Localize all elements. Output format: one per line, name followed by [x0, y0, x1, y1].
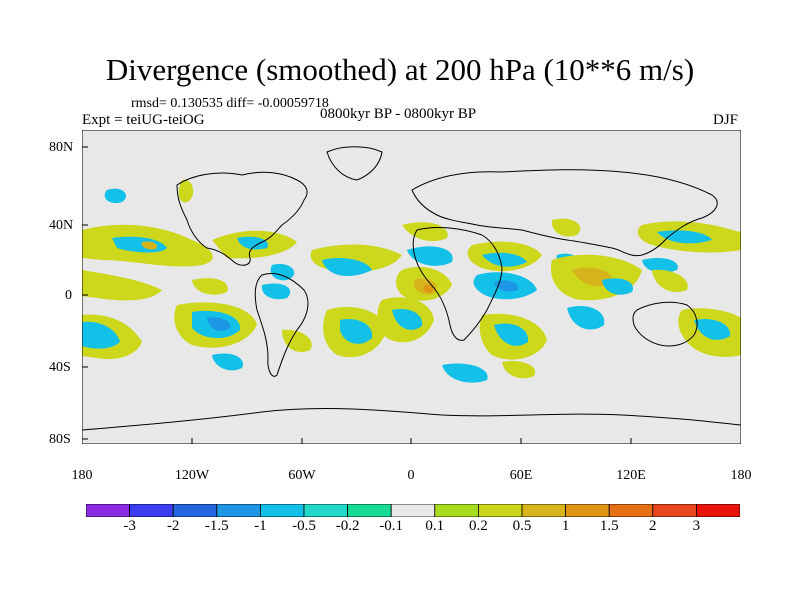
positive-anomaly-region: [282, 329, 312, 352]
lon-label-180w: 180: [71, 468, 93, 483]
colorbar-label: 1.5: [599, 518, 619, 534]
season-label: DJF: [712, 112, 738, 128]
colorbar-label: 0.2: [469, 518, 488, 534]
experiment-label: Expt = teiUG-teiOG: [82, 112, 205, 128]
negative-anomaly-region: [82, 321, 120, 349]
colorbar-label: 1: [561, 518, 570, 534]
eurasia-coastline: [411, 169, 718, 257]
positive-anomaly-region: [141, 241, 158, 250]
stats-label: rmsd= 0.130535 diff= -0.00059718: [131, 96, 329, 111]
negative-anomaly-region: [104, 188, 127, 204]
colorbar-swatch: [608, 504, 654, 517]
lon-label-60w: 60W: [288, 468, 316, 483]
negative-anomaly-region: [212, 353, 243, 371]
colorbar-label: 2: [649, 518, 657, 534]
negative-anomaly-region: [237, 236, 268, 250]
negative-anomaly-region: [392, 308, 423, 330]
colorbar-label: -3: [123, 518, 136, 534]
africa-coastline: [412, 227, 503, 341]
positive-anomaly-region: [178, 179, 194, 203]
positive-anomaly-region: [502, 360, 536, 379]
colorbar-swatch: [86, 504, 130, 517]
lat-label-0: 0: [65, 288, 72, 303]
colorbar-label: -0.2: [335, 518, 360, 534]
colorbar: [86, 504, 740, 517]
colorbar-swatch: [565, 504, 610, 517]
colorbar-label: -1.5: [204, 518, 229, 534]
positive-anomaly-region: [551, 218, 581, 237]
negative-anomaly-region: [694, 318, 731, 340]
colorbar-label: -0.5: [292, 518, 316, 534]
lon-label-60e: 60E: [509, 468, 533, 483]
antarctica-coastline: [82, 408, 741, 431]
positive-anomaly-region: [423, 284, 433, 293]
negative-anomaly-region: [567, 305, 605, 330]
north-america-coastline: [176, 171, 308, 266]
colorbar-swatch: [129, 504, 174, 517]
negative-anomaly-region: [482, 252, 527, 267]
colorbar-swatch: [216, 504, 261, 517]
negative-anomaly-region: [407, 246, 453, 266]
australia-coastline: [632, 301, 698, 347]
colorbar-label: 0.1: [425, 518, 445, 534]
divergence-field: [82, 179, 741, 383]
positive-anomaly-region: [652, 269, 688, 292]
colorbar-swatch: [434, 504, 479, 517]
lon-label-120w: 120W: [174, 468, 210, 483]
colorbar-label: 0.5: [512, 518, 532, 534]
negative-anomaly-region: [642, 258, 678, 273]
colorbar-swatch: [521, 504, 566, 517]
plot-title: Divergence (smoothed) at 200 hPa (10**6 …: [105, 52, 695, 87]
lat-label-40n: 40N: [49, 218, 74, 233]
south-america-coastline: [254, 273, 309, 377]
colorbar-swatch: [347, 504, 392, 517]
coastlines: [82, 146, 741, 431]
lat-label-80s: 80S: [49, 432, 71, 447]
colorbar-swatch: [652, 504, 697, 517]
colorbar-swatch: [696, 504, 740, 517]
positive-anomaly-region: [192, 278, 228, 295]
lon-label-0: 0: [407, 468, 415, 483]
negative-anomaly-region: [494, 323, 529, 346]
negative-anomaly-region: [494, 280, 519, 292]
negative-anomaly-region: [207, 317, 231, 331]
colorbar-label: 3: [692, 518, 701, 534]
divergence-map: [82, 130, 741, 444]
colorbar-label: -1: [254, 518, 267, 534]
lon-label-120e: 120E: [616, 468, 646, 483]
colorbar-swatch: [172, 504, 218, 517]
negative-anomaly-region: [322, 258, 372, 276]
negative-anomaly-region: [657, 230, 712, 244]
colorbar-swatch: [303, 504, 348, 517]
negative-anomaly-region: [442, 363, 488, 383]
positive-anomaly-region: [402, 222, 448, 242]
colorbar-swatch: [477, 504, 523, 517]
colorbar-swatch: [390, 504, 436, 517]
negative-anomaly-region: [340, 318, 373, 344]
period-label: 0800kyr BP - 0800kyr BP: [320, 106, 477, 122]
lon-label-180e: 180: [730, 468, 752, 483]
map-ticks: [82, 146, 632, 444]
greenland-coastline: [326, 146, 383, 181]
colorbar-label: -0.1: [379, 518, 404, 534]
lat-label-40s: 40S: [49, 360, 71, 375]
colorbar-swatch: [259, 504, 305, 517]
lat-label-80n: 80N: [49, 140, 74, 155]
positive-anomaly-region: [82, 270, 162, 301]
colorbar-label: -2: [166, 518, 180, 534]
negative-anomaly-region: [602, 278, 633, 295]
negative-anomaly-region: [261, 283, 291, 300]
negative-anomaly-region: [270, 263, 295, 281]
